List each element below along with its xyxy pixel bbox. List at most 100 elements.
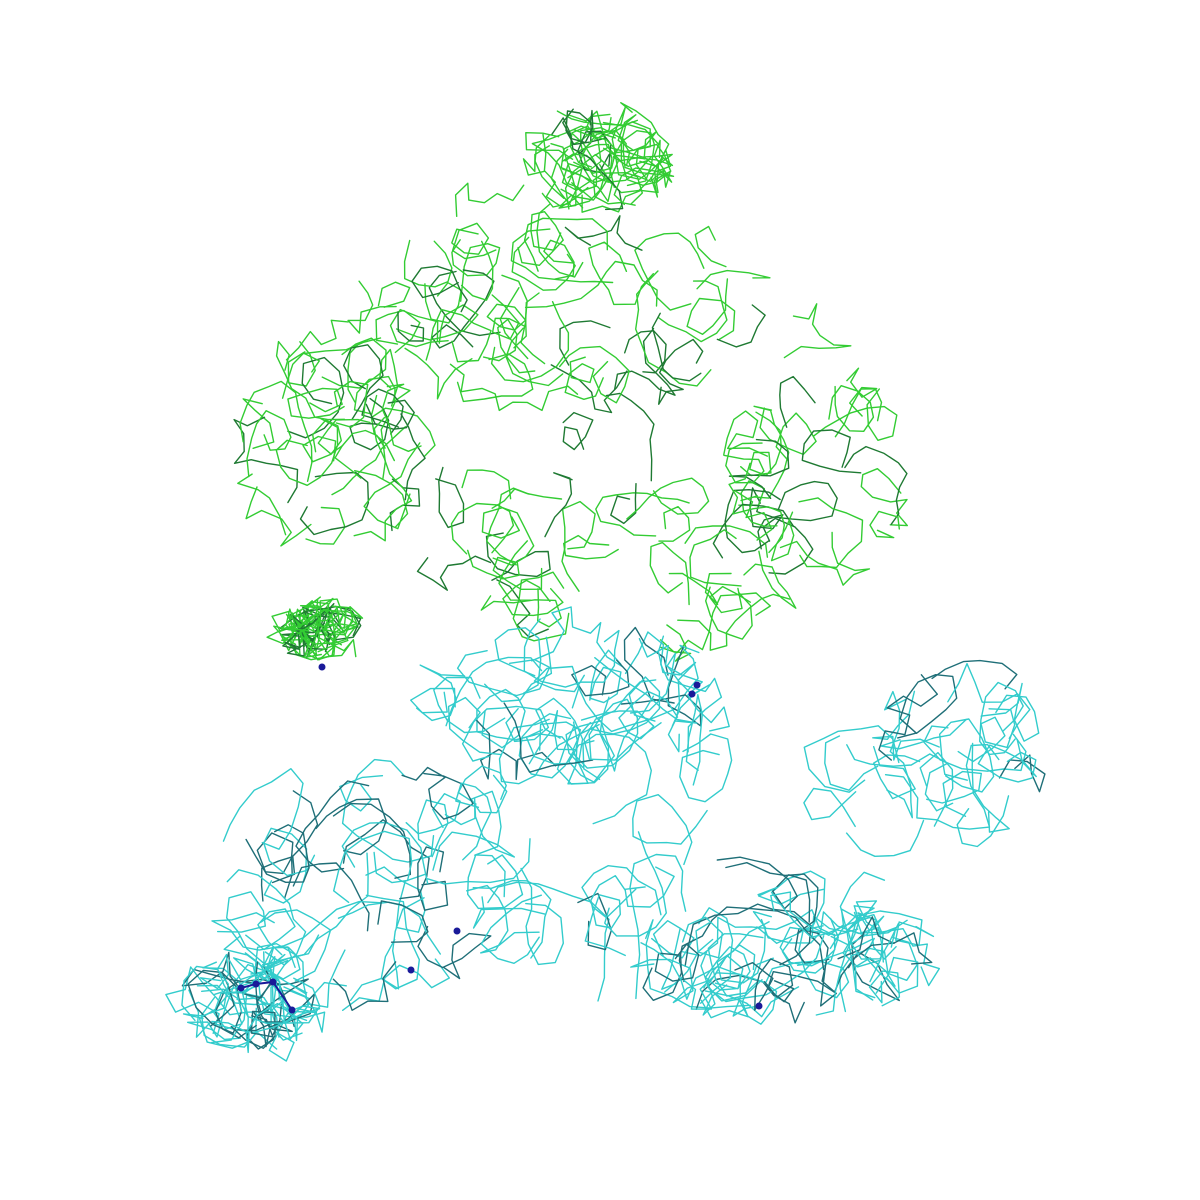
cyan-chain-segment bbox=[707, 933, 764, 997]
cyan-chain-segment bbox=[292, 862, 370, 932]
green-chain-segment bbox=[657, 280, 728, 343]
cyan-chain-segment bbox=[704, 986, 800, 1018]
cyan-chain-segment bbox=[332, 802, 411, 879]
cyan-chain-segment bbox=[487, 881, 610, 1002]
green-chain-segment bbox=[563, 534, 619, 560]
cyan-chain-segment bbox=[226, 869, 307, 966]
cyan-chain-segment bbox=[779, 926, 873, 967]
green-chain-segment bbox=[869, 510, 900, 539]
green-chain-segment bbox=[846, 367, 878, 417]
cyan-chain-segment bbox=[523, 618, 620, 688]
green-chain-segment bbox=[613, 138, 675, 206]
cyan-chain-segment bbox=[498, 718, 600, 785]
cyan-chain-segment bbox=[417, 925, 492, 980]
green-chain-segment bbox=[594, 121, 651, 154]
cyan-chain-segment bbox=[260, 909, 332, 982]
cyan-chain-segment bbox=[678, 906, 825, 983]
green-chain-segment bbox=[564, 153, 615, 210]
cyan-chain-segment bbox=[222, 768, 304, 850]
green-chain-segment bbox=[287, 341, 316, 387]
green-chain-segment bbox=[502, 579, 564, 617]
cyan-chain-segment bbox=[432, 797, 515, 871]
green-chain-segment bbox=[531, 125, 616, 200]
green-chain-segment bbox=[828, 385, 875, 432]
green-chain-segment bbox=[560, 143, 613, 201]
green-chain-segment bbox=[451, 239, 501, 302]
cyan-chain-segment bbox=[349, 897, 425, 1002]
green-chain-segment bbox=[481, 507, 535, 566]
green-chain-segment bbox=[588, 241, 654, 306]
cyan-chain-segment bbox=[556, 725, 610, 785]
cyan-chain-segment bbox=[803, 725, 900, 793]
green-chain-segment bbox=[626, 477, 710, 520]
cyan-chain-segment bbox=[245, 1009, 275, 1050]
cyan-chain-segment bbox=[698, 907, 734, 1004]
cyan-chain-segment bbox=[685, 694, 703, 786]
cyan-chain-segment bbox=[956, 795, 1010, 848]
cyan-chain-segment bbox=[624, 631, 723, 753]
green-chain-segment bbox=[613, 327, 676, 396]
green-chain-segment bbox=[564, 215, 643, 251]
green-chain-segment bbox=[522, 145, 550, 176]
cyan-chain-segment bbox=[377, 900, 429, 943]
green-chain-segment bbox=[677, 593, 791, 651]
green-chain-segment bbox=[635, 270, 712, 387]
green-chain-segment bbox=[860, 468, 908, 527]
cyan-chain-segment bbox=[571, 659, 630, 697]
green-chain-segment bbox=[734, 490, 773, 541]
green-chain-segment bbox=[299, 471, 370, 536]
cyan-chain-segment bbox=[939, 718, 995, 793]
cyan-chain-segment bbox=[645, 919, 752, 1009]
green-chain-segment bbox=[289, 598, 322, 659]
green-chain-segment bbox=[349, 397, 390, 451]
cyan-chain-segment bbox=[466, 884, 540, 954]
cyan-chain-segment bbox=[475, 719, 557, 781]
green-chain-segment bbox=[486, 274, 528, 349]
green-chain-segment bbox=[490, 301, 570, 383]
green-chain-segment bbox=[321, 337, 387, 389]
cyan-chain-segment bbox=[931, 659, 1018, 690]
green-chain-segment bbox=[424, 282, 462, 324]
green-chain-segment bbox=[689, 529, 742, 587]
green-chain-segment bbox=[624, 330, 667, 374]
green-chain-segment bbox=[303, 337, 382, 403]
green-chain-segment bbox=[411, 265, 468, 313]
green-chain-segment bbox=[740, 405, 790, 502]
green-chain-segment bbox=[461, 469, 512, 500]
green-chain-segment bbox=[307, 598, 358, 657]
green-chain-segment bbox=[511, 236, 576, 291]
green-chain-segment bbox=[651, 312, 702, 382]
cyan-chain-segment bbox=[565, 720, 615, 783]
green-chain-segment bbox=[482, 294, 520, 362]
ligand-marker bbox=[318, 663, 326, 671]
cyan-chain-segment bbox=[467, 854, 524, 910]
green-chain-segment bbox=[285, 608, 337, 661]
green-chain-segment bbox=[377, 281, 411, 308]
green-chain-segment bbox=[696, 269, 771, 290]
green-chain-segment bbox=[456, 353, 534, 403]
green-chain-segment bbox=[237, 473, 287, 536]
cyan-chain-segment bbox=[417, 799, 449, 858]
green-chain-segment bbox=[550, 364, 628, 414]
green-chain-segment bbox=[562, 133, 613, 203]
green-chain-segment bbox=[520, 292, 546, 365]
green-chain-segment bbox=[762, 517, 814, 575]
green-chain-segment bbox=[603, 147, 674, 167]
cyan-chain-segment bbox=[919, 751, 954, 827]
cyan-chain-segment bbox=[572, 698, 639, 769]
ligand-bond bbox=[240, 980, 293, 1011]
cyan-chain-segment bbox=[533, 665, 585, 709]
green-chain-segment bbox=[287, 356, 345, 439]
green-chain-segment bbox=[460, 240, 494, 301]
cyan-chain-segment bbox=[365, 894, 420, 990]
green-chain-segment bbox=[627, 143, 672, 188]
cyan-chain-segment bbox=[757, 886, 871, 938]
cyan-chain-segment bbox=[923, 725, 1027, 772]
cyan-chain-segment bbox=[846, 744, 954, 812]
cyan-chain-segment bbox=[604, 831, 667, 937]
cyan-chain-segment bbox=[531, 606, 624, 668]
cyan-chain-segment bbox=[853, 911, 940, 987]
cyan-chain-segment bbox=[480, 894, 542, 964]
cyan-chain-segment bbox=[965, 743, 1010, 833]
